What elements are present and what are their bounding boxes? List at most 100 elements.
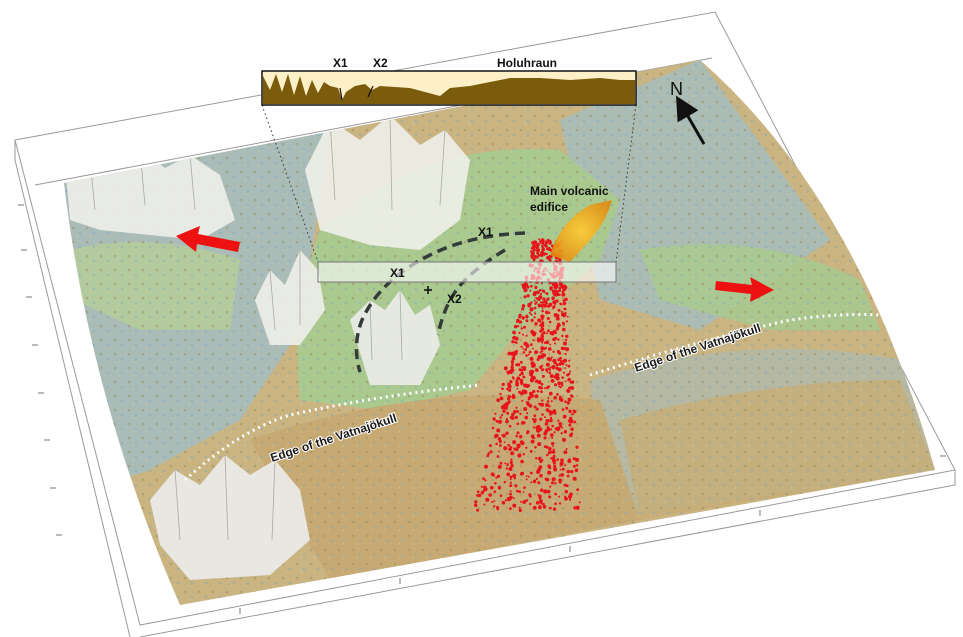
earthquake-point	[511, 362, 514, 366]
earthquake-point	[507, 397, 511, 401]
earthquake-point	[525, 499, 528, 502]
earthquake-point	[503, 441, 506, 444]
earthquake-point	[525, 446, 528, 449]
volcanic-edifice	[550, 200, 612, 262]
earthquake-point	[549, 416, 553, 420]
earthquake-point	[536, 389, 540, 393]
earthquake-point	[522, 501, 525, 504]
earthquake-point	[509, 478, 512, 481]
earthquake-point	[474, 503, 478, 507]
earthquake-point	[575, 445, 579, 449]
earthquake-point	[522, 453, 525, 456]
earthquake-point	[538, 402, 541, 406]
earthquake-point	[539, 417, 543, 421]
earthquake-point	[524, 348, 527, 352]
earthquake-point	[560, 458, 564, 463]
earthquake-point	[556, 426, 561, 431]
earthquake-point	[496, 455, 500, 458]
earthquake-point	[551, 456, 555, 460]
earthquake-point	[539, 292, 543, 296]
earthquake-point	[575, 464, 579, 467]
earthquake-point	[548, 465, 552, 470]
earthquake-point	[520, 500, 523, 503]
earthquake-point	[530, 284, 533, 288]
earthquake-point	[561, 426, 563, 429]
earthquake-point	[557, 338, 560, 341]
earthquake-point	[552, 329, 557, 334]
earthquake-point	[564, 338, 568, 342]
earthquake-point	[555, 327, 560, 331]
extension-arrow-icon	[715, 277, 774, 302]
earthquake-point	[516, 489, 519, 493]
earthquake-point	[569, 498, 572, 501]
earthquake-point	[573, 420, 576, 424]
earthquake-point	[565, 406, 569, 410]
earthquake-point	[567, 364, 571, 368]
earthquake-point	[562, 301, 567, 306]
earthquake-point	[562, 371, 566, 374]
earthquake-point	[515, 349, 518, 353]
earthquake-point	[521, 307, 525, 311]
earthquake-point	[562, 327, 566, 332]
axis-ticks	[18, 204, 946, 614]
earthquake-point	[560, 346, 565, 351]
earthquake-point	[550, 379, 555, 383]
earthquake-point	[521, 304, 526, 308]
earthquake-point	[570, 380, 575, 384]
earthquake-point	[499, 416, 502, 419]
earthquake-point	[575, 505, 580, 510]
earthquake-point	[524, 415, 528, 420]
earthquake-point	[553, 361, 557, 365]
earthquake-point	[487, 452, 491, 455]
earthquake-point	[512, 377, 515, 380]
earthquake-point	[548, 368, 552, 371]
earthquake-point	[511, 340, 515, 344]
earthquake-point	[528, 493, 532, 497]
inset-projection-lines	[261, 104, 637, 263]
earthquake-point	[537, 338, 541, 343]
earthquake-point	[557, 358, 561, 362]
earthquake-point	[545, 292, 549, 296]
earthquake-point	[536, 251, 540, 255]
earthquake-point	[545, 419, 550, 423]
earthquake-point	[499, 461, 503, 465]
earthquake-point	[553, 396, 557, 400]
earthquake-point	[567, 397, 572, 402]
earthquake-point	[541, 318, 544, 321]
profile-x1-label: X1	[333, 56, 348, 70]
earthquake-point	[519, 435, 523, 439]
earthquake-point	[506, 472, 511, 477]
earthquake-point	[510, 467, 513, 470]
earthquake-point	[480, 485, 483, 488]
earthquake-point	[505, 467, 509, 470]
earthquake-point	[555, 376, 560, 381]
earthquake-point	[538, 494, 542, 499]
earthquake-point	[511, 412, 515, 417]
earthquake-point	[541, 413, 544, 416]
earthquake-point	[483, 487, 488, 492]
earthquake-point	[535, 379, 539, 383]
earthquake-point	[539, 354, 543, 358]
earthquake-point	[565, 484, 569, 488]
earthquake-point	[540, 502, 543, 505]
earthquake-point	[554, 482, 557, 485]
earthquake-point	[551, 436, 554, 439]
earthquake-point	[545, 403, 550, 407]
earthquake-point	[539, 459, 543, 464]
earthquake-point	[548, 347, 552, 351]
earthquake-point	[499, 444, 502, 447]
earthquake-point	[541, 301, 545, 304]
earthquake-point	[527, 475, 530, 478]
earthquake-point	[560, 359, 562, 362]
earthquake-point	[484, 479, 487, 482]
earthquake-point	[526, 294, 530, 298]
earthquake-point	[532, 505, 537, 510]
earthquake-point	[540, 334, 545, 339]
earthquake-point	[537, 442, 542, 447]
earthquake-point	[551, 296, 555, 301]
earthquake-point	[522, 421, 526, 424]
earthquake-point	[501, 382, 505, 386]
earthquake-point	[493, 505, 496, 508]
earthquake-point	[480, 491, 484, 495]
earthquake-point	[520, 459, 524, 464]
